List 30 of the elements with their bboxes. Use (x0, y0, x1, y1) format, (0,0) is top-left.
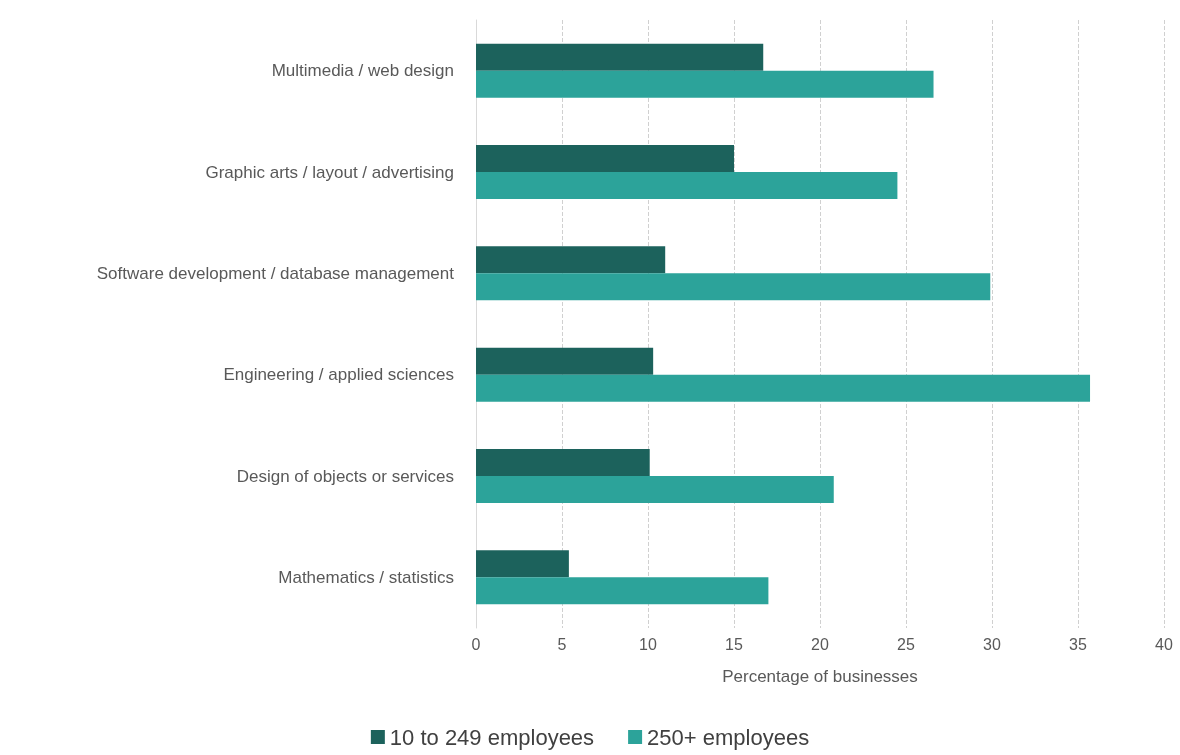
legend-label: 10 to 249 employees (389, 724, 595, 750)
x-tick-label: 0 (471, 635, 481, 653)
x-tick-label: 30 (983, 635, 1001, 653)
bar (476, 577, 769, 605)
bar (476, 374, 1091, 402)
bar (476, 70, 934, 98)
bar (476, 172, 898, 199)
x-axis-title: Percentage of businesses (722, 667, 918, 686)
y-tick-label: Software development / database management (96, 263, 455, 283)
x-tick-label: 20 (811, 635, 829, 653)
bar (476, 449, 650, 476)
bar (476, 273, 991, 301)
bar (476, 550, 569, 578)
x-tick-label: 15 (725, 635, 743, 653)
bar (476, 476, 834, 503)
x-tick-label: 5 (557, 635, 567, 653)
x-tick-label: 35 (1069, 635, 1087, 653)
y-tick-label: Engineering / applied sciences (223, 365, 454, 385)
x-tick-label: 10 (639, 635, 657, 653)
y-tick-label: Mathematics / statistics (278, 567, 454, 587)
y-tick-label: Design of objects or services (236, 466, 454, 486)
bar (476, 145, 734, 172)
bar (476, 246, 666, 274)
x-tick-label: 40 (1155, 635, 1173, 653)
y-tick-label: Graphic arts / layout / advertising (205, 162, 454, 182)
legend-label: 250+ employees (647, 724, 810, 750)
bar (476, 347, 654, 375)
y-tick-label: Multimedia / web design (271, 61, 454, 81)
x-tick-label: 25 (897, 635, 915, 653)
bar (476, 43, 764, 71)
